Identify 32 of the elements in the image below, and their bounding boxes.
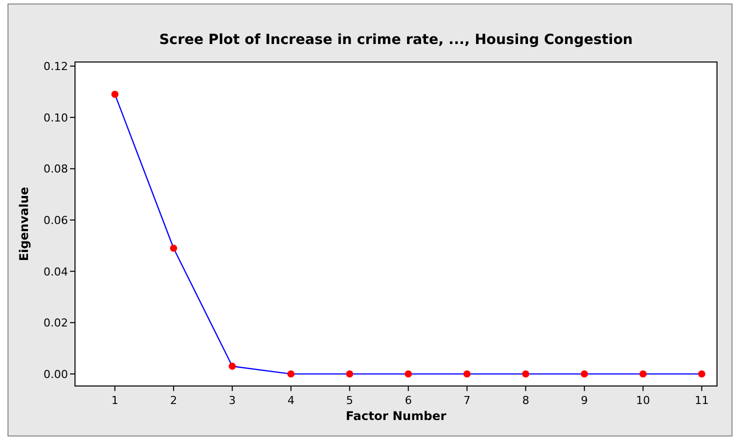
y-tick-label: 0.10 xyxy=(44,111,68,124)
point xyxy=(580,370,588,378)
x-tick-label: 10 xyxy=(636,394,650,407)
y-tick-label: 0.06 xyxy=(44,214,68,228)
x-tick-label: 8 xyxy=(522,394,530,407)
point xyxy=(170,244,178,252)
x-tick-label: 2 xyxy=(170,394,178,407)
x-tick-label: 7 xyxy=(464,394,471,407)
x-tick-label: 9 xyxy=(580,394,588,407)
y-tick-label: 0.12 xyxy=(44,60,68,74)
point xyxy=(522,370,530,378)
x-tick-label: 3 xyxy=(228,394,236,407)
point xyxy=(639,370,647,378)
point xyxy=(228,362,236,370)
point xyxy=(287,370,295,378)
point xyxy=(346,370,354,378)
x-tick-label: 6 xyxy=(404,394,412,407)
chart-title: Scree Plot of Increase in crime rate, ..., Housing Congestion xyxy=(159,32,633,48)
point xyxy=(404,370,412,378)
y-tick-label: 0.00 xyxy=(44,368,68,381)
point xyxy=(698,370,706,378)
x-tick-label: 11 xyxy=(694,394,709,407)
point xyxy=(463,370,471,378)
x-tick-label: 4 xyxy=(287,394,294,407)
x-axis-title: Factor Number xyxy=(346,409,446,423)
y-tick-label: 0.08 xyxy=(44,162,68,176)
point xyxy=(111,90,118,98)
y-axis-title: Eigenvalue xyxy=(17,186,31,262)
y-tick-label: 0.04 xyxy=(44,265,68,278)
y-tick-label: 0.02 xyxy=(44,316,68,330)
x-tick-label: 1 xyxy=(111,394,118,407)
x-tick-label: 5 xyxy=(346,394,354,407)
